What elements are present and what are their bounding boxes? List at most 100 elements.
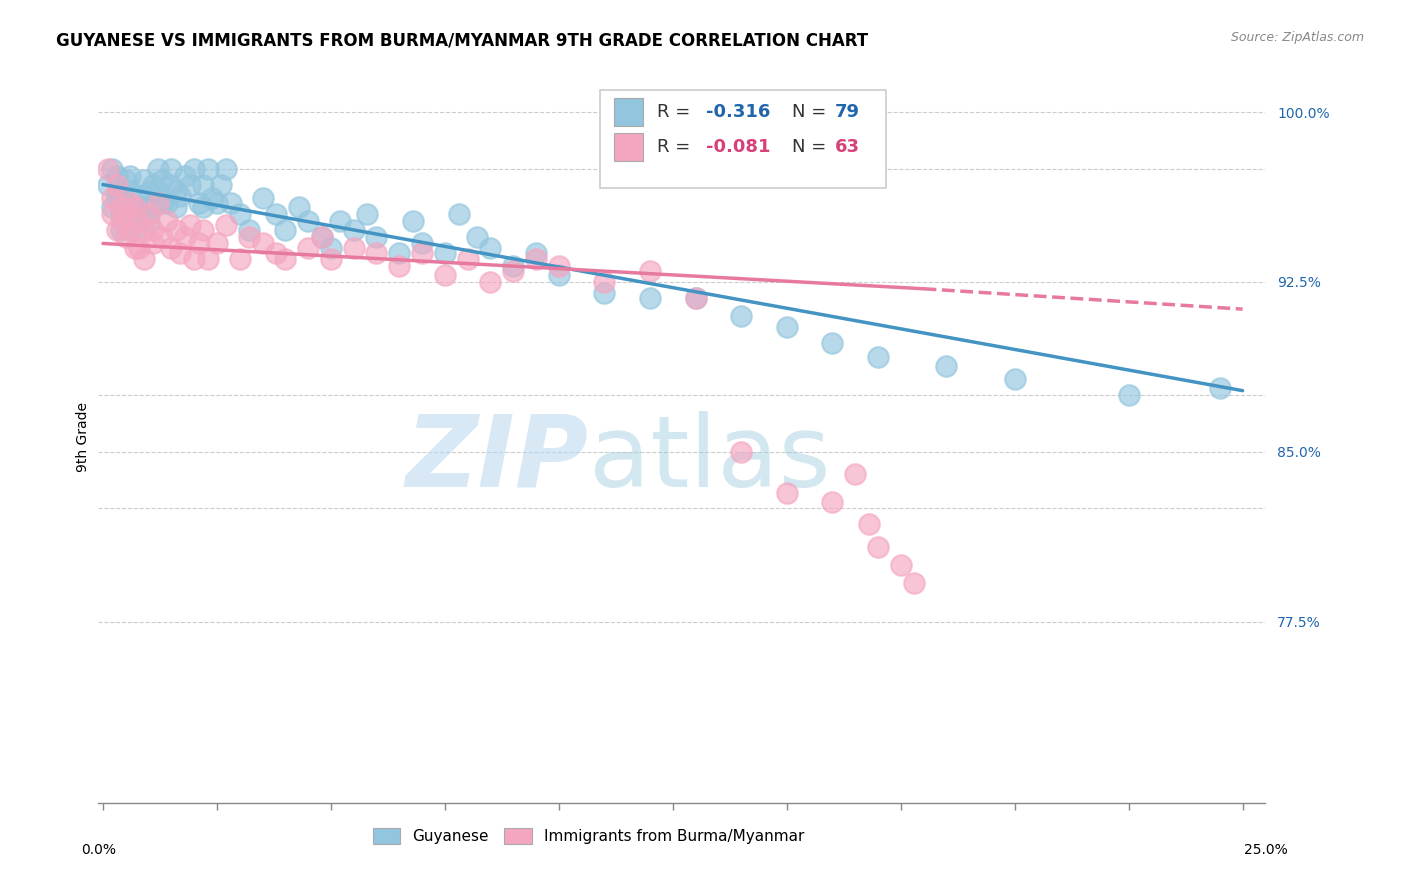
- Point: [124, 241, 146, 255]
- Point: [1004, 372, 1026, 386]
- Point: [433, 245, 456, 260]
- Point: [128, 207, 150, 221]
- Point: [150, 173, 173, 187]
- Text: N =: N =: [792, 103, 831, 121]
- Text: 79: 79: [835, 103, 860, 121]
- Point: [343, 241, 366, 255]
- Point: [388, 259, 411, 273]
- Text: -0.081: -0.081: [706, 138, 770, 156]
- Point: [547, 268, 569, 282]
- Point: [183, 161, 205, 176]
- Point: [174, 169, 197, 183]
- Point: [274, 252, 297, 267]
- Point: [1209, 381, 1232, 395]
- Point: [730, 309, 752, 323]
- Point: [101, 161, 124, 176]
- Point: [264, 245, 287, 260]
- Point: [132, 223, 155, 237]
- Point: [138, 185, 160, 199]
- Point: [142, 178, 165, 192]
- Point: [114, 214, 136, 228]
- Point: [150, 229, 173, 244]
- Point: [179, 219, 201, 233]
- Point: [219, 195, 242, 210]
- Point: [524, 252, 547, 267]
- Point: [366, 245, 388, 260]
- Point: [229, 252, 252, 267]
- Point: [524, 245, 547, 260]
- Point: [110, 200, 132, 214]
- Point: [120, 223, 142, 237]
- Point: [215, 161, 238, 176]
- Point: [193, 178, 215, 192]
- Legend: Guyanese, Immigrants from Burma/Myanmar: Guyanese, Immigrants from Burma/Myanmar: [367, 822, 810, 850]
- Text: R =: R =: [658, 138, 696, 156]
- Text: 63: 63: [835, 138, 860, 156]
- Point: [114, 207, 136, 221]
- Point: [165, 223, 187, 237]
- Text: atlas: atlas: [589, 410, 830, 508]
- Point: [547, 259, 569, 273]
- Point: [366, 229, 388, 244]
- Point: [197, 252, 219, 267]
- Point: [1118, 388, 1140, 402]
- Point: [160, 161, 183, 176]
- Point: [858, 517, 880, 532]
- Point: [238, 223, 260, 237]
- Point: [433, 268, 456, 282]
- Point: [132, 173, 155, 187]
- Point: [197, 161, 219, 176]
- Point: [205, 236, 228, 251]
- Point: [903, 576, 925, 591]
- Point: [179, 178, 201, 192]
- Y-axis label: 9th Grade: 9th Grade: [76, 402, 90, 472]
- Point: [105, 169, 128, 183]
- Text: N =: N =: [792, 138, 831, 156]
- Text: GUYANESE VS IMMIGRANTS FROM BURMA/MYANMAR 9TH GRADE CORRELATION CHART: GUYANESE VS IMMIGRANTS FROM BURMA/MYANMA…: [56, 31, 869, 49]
- Point: [142, 223, 165, 237]
- Point: [844, 467, 866, 482]
- Point: [96, 178, 118, 192]
- Point: [821, 494, 844, 508]
- Point: [128, 214, 150, 228]
- Point: [238, 229, 260, 244]
- Point: [356, 207, 378, 221]
- Point: [866, 350, 889, 364]
- Point: [638, 291, 661, 305]
- Point: [502, 263, 524, 277]
- Point: [124, 223, 146, 237]
- Point: [114, 229, 136, 244]
- Point: [165, 200, 187, 214]
- Point: [411, 245, 433, 260]
- Point: [447, 207, 470, 221]
- Point: [465, 229, 488, 244]
- Text: -0.316: -0.316: [706, 103, 770, 121]
- Text: ZIP: ZIP: [405, 410, 589, 508]
- Point: [252, 236, 274, 251]
- FancyBboxPatch shape: [614, 98, 644, 127]
- Point: [156, 214, 179, 228]
- Point: [105, 223, 128, 237]
- Point: [329, 214, 352, 228]
- Point: [457, 252, 479, 267]
- Point: [132, 200, 155, 214]
- Point: [685, 291, 707, 305]
- Point: [193, 200, 215, 214]
- Point: [110, 223, 132, 237]
- Point: [132, 252, 155, 267]
- FancyBboxPatch shape: [600, 90, 886, 188]
- Point: [128, 189, 150, 203]
- Point: [114, 195, 136, 210]
- Point: [638, 263, 661, 277]
- Point: [128, 241, 150, 255]
- Point: [110, 207, 132, 221]
- Point: [593, 286, 616, 301]
- Point: [205, 195, 228, 210]
- Point: [890, 558, 912, 572]
- Point: [502, 259, 524, 273]
- Point: [146, 195, 169, 210]
- Point: [160, 178, 183, 192]
- Point: [274, 223, 297, 237]
- Point: [101, 207, 124, 221]
- Point: [297, 241, 319, 255]
